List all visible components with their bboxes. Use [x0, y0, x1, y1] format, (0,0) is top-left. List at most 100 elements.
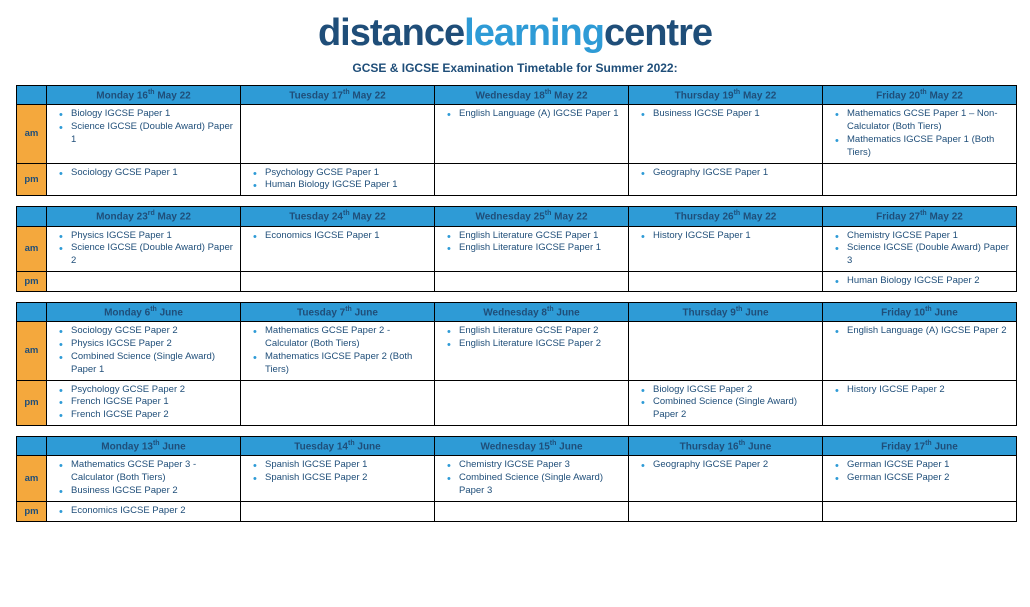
exam-cell: Human Biology IGCSE Paper 2	[823, 271, 1017, 291]
day-header-suffix: June	[160, 441, 186, 452]
logo-part-1: distance	[318, 12, 464, 54]
exam-list: Business IGCSE Paper 1	[635, 108, 816, 121]
exam-cell: English Language (A) IGCSE Paper 2	[823, 322, 1017, 380]
day-header-main: Monday 6	[104, 307, 150, 318]
exam-list: Mathematics GCSE Paper 1 – Non-Calculato…	[829, 108, 1010, 159]
day-header: Tuesday 24th May 22	[241, 207, 435, 226]
exam-cell: Biology IGCSE Paper 2Combined Science (S…	[629, 380, 823, 425]
day-header-ordinal: th	[547, 306, 554, 313]
exam-item: Biology IGCSE Paper 2	[645, 384, 816, 397]
exam-item: Combined Science (Single Award) Paper 2	[645, 396, 816, 422]
exam-cell	[241, 380, 435, 425]
exam-item: Mathematics GCSE Paper 1 – Non-Calculato…	[839, 108, 1010, 134]
exam-list: Mathematics GCSE Paper 2 - Calculator (B…	[247, 325, 428, 376]
exam-item: History IGCSE Paper 1	[645, 230, 816, 243]
exam-cell: Geography IGCSE Paper 2	[629, 456, 823, 501]
day-header-suffix: June	[742, 307, 768, 318]
day-header: Wednesday 18th May 22	[435, 86, 629, 105]
header-blank	[17, 302, 47, 321]
exam-item: French IGCSE Paper 2	[63, 409, 234, 422]
exam-cell: Economics IGCSE Paper 1	[241, 226, 435, 271]
session-label: pm	[17, 271, 47, 291]
exam-item: Mathematics IGCSE Paper 2 (Both Tiers)	[257, 351, 428, 377]
exam-item: Economics IGCSE Paper 2	[63, 505, 234, 518]
exam-cell: Geography IGCSE Paper 1	[629, 163, 823, 196]
exam-cell: History IGCSE Paper 2	[823, 380, 1017, 425]
exam-list: English Literature GCSE Paper 2English L…	[441, 325, 622, 351]
exam-list: Psychology GCSE Paper 2French IGCSE Pape…	[53, 384, 234, 422]
day-header-main: Tuesday 14	[294, 441, 348, 452]
exam-cell: Sociology GCSE Paper 1	[47, 163, 241, 196]
exam-cell	[435, 501, 629, 521]
week-table: Monday 23rd May 22Tuesday 24th May 22Wed…	[16, 206, 1017, 292]
exam-cell	[823, 501, 1017, 521]
header-blank	[17, 207, 47, 226]
day-header-ordinal: th	[148, 89, 155, 96]
day-header: Thursday 9th June	[629, 302, 823, 321]
session-label: am	[17, 456, 47, 501]
exam-item: Psychology GCSE Paper 1	[257, 167, 428, 180]
logo-part-3: centre	[604, 12, 712, 54]
exam-cell: English Literature GCSE Paper 1English L…	[435, 226, 629, 271]
day-header-suffix: May 22	[551, 212, 587, 223]
exam-cell: Mathematics GCSE Paper 1 – Non-Calculato…	[823, 105, 1017, 163]
session-label: pm	[17, 501, 47, 521]
exam-cell	[629, 501, 823, 521]
exam-list: Sociology GCSE Paper 1	[53, 167, 234, 180]
day-header-suffix: June	[157, 307, 183, 318]
exam-cell	[823, 163, 1017, 196]
exam-cell	[629, 322, 823, 380]
day-header-suffix: June	[556, 441, 582, 452]
exam-list: English Language (A) IGCSE Paper 1	[441, 108, 622, 121]
day-header-main: Monday 16	[96, 90, 148, 101]
day-header-main: Thursday 16	[680, 441, 739, 452]
exam-item: Economics IGCSE Paper 1	[257, 230, 428, 243]
day-header: Thursday 26th May 22	[629, 207, 823, 226]
exam-cell	[435, 271, 629, 291]
day-header-main: Tuesday 17	[289, 90, 343, 101]
day-header-main: Friday 10	[881, 307, 925, 318]
day-header: Monday 13th June	[47, 436, 241, 455]
exam-item: Science IGCSE (Double Award) Paper 3	[839, 242, 1010, 268]
exam-item: Combined Science (Single Award) Paper 1	[63, 351, 234, 377]
exam-item: Sociology GCSE Paper 1	[63, 167, 234, 180]
exam-cell	[241, 105, 435, 163]
day-header-suffix: June	[355, 441, 381, 452]
exam-cell: Sociology GCSE Paper 2Physics IGCSE Pape…	[47, 322, 241, 380]
exam-list: Biology IGCSE Paper 2Combined Science (S…	[635, 384, 816, 422]
exam-cell: History IGCSE Paper 1	[629, 226, 823, 271]
exam-item: Science IGCSE (Double Award) Paper 2	[63, 242, 234, 268]
exam-list: Spanish IGCSE Paper 1Spanish IGCSE Paper…	[247, 459, 428, 485]
exam-list: Economics IGCSE Paper 2	[53, 505, 234, 518]
exam-item: English Literature GCSE Paper 1	[451, 230, 622, 243]
day-header-main: Wednesday 18	[475, 90, 544, 101]
day-header-main: Tuesday 7	[297, 307, 345, 318]
header-blank	[17, 436, 47, 455]
exam-item: German IGCSE Paper 1	[839, 459, 1010, 472]
day-header-suffix: June	[554, 307, 580, 318]
exam-item: Chemistry IGCSE Paper 1	[839, 230, 1010, 243]
exam-item: Combined Science (Single Award) Paper 3	[451, 472, 622, 498]
exam-cell: Mathematics GCSE Paper 3 - Calculator (B…	[47, 456, 241, 501]
exam-item: French IGCSE Paper 1	[63, 396, 234, 409]
exam-list: English Language (A) IGCSE Paper 2	[829, 325, 1010, 338]
day-header: Wednesday 8th June	[435, 302, 629, 321]
session-label: am	[17, 322, 47, 380]
day-header-suffix: May 22	[155, 212, 191, 223]
day-header-ordinal: th	[153, 440, 160, 447]
day-header: Friday 10th June	[823, 302, 1017, 321]
day-header: Tuesday 14th June	[241, 436, 435, 455]
day-header-ordinal: th	[343, 210, 350, 217]
exam-list: Chemistry IGCSE Paper 1Science IGCSE (Do…	[829, 230, 1010, 268]
exam-list: Geography IGCSE Paper 1	[635, 167, 816, 180]
exam-cell	[435, 380, 629, 425]
session-label: pm	[17, 163, 47, 196]
week-table: Monday 13th JuneTuesday 14th JuneWednesd…	[16, 436, 1017, 522]
day-header-ordinal: th	[150, 306, 157, 313]
day-header: Wednesday 25th May 22	[435, 207, 629, 226]
exam-item: Psychology GCSE Paper 2	[63, 384, 234, 397]
exam-list: Physics IGCSE Paper 1Science IGCSE (Doub…	[53, 230, 234, 268]
exam-item: Physics IGCSE Paper 1	[63, 230, 234, 243]
day-header-ordinal: th	[925, 440, 932, 447]
day-header-main: Thursday 9	[682, 307, 735, 318]
